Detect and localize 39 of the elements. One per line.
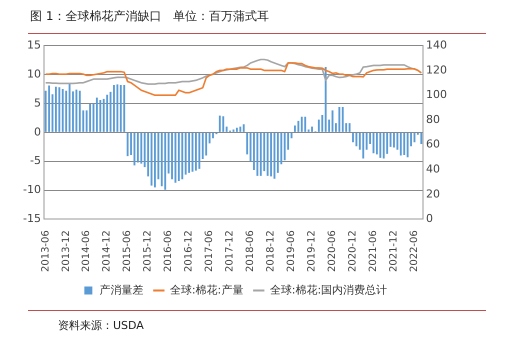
x-tick-label: 2018-12 (266, 230, 277, 272)
y-tick-label: -10 (23, 183, 41, 196)
x-tick-label: 2015-12 (142, 230, 154, 272)
x-tick-label: 2014-12 (102, 230, 113, 272)
y-tick-label: 15 (26, 38, 41, 52)
y-tick-label: 10 (26, 67, 41, 80)
x-tick-label: 2015-06 (122, 230, 134, 272)
x-tick-label: 2017-06 (204, 230, 216, 272)
y-tick-label: 5 (34, 96, 41, 110)
y2-tick-label: 120 (426, 63, 448, 76)
x-tick-label: 2020-06 (327, 230, 338, 272)
y-tick-label: -15 (23, 212, 41, 226)
y2-tick-label: 0 (426, 212, 434, 226)
x-tick-label: 2013-12 (60, 230, 72, 272)
x-tick-label: 2021-06 (368, 230, 380, 272)
x-tick-label: 2014-06 (81, 230, 92, 272)
y2-tick-label: 40 (426, 162, 440, 176)
x-tick-label: 2019-12 (306, 230, 318, 272)
x-tick-label: 2022-06 (409, 230, 420, 272)
x-tick-label: 2021-12 (388, 230, 400, 272)
chart-title: 图 1：全球棉花产消缺口 单位：百万蒲式耳 (30, 8, 269, 25)
x-tick-label: 2017-12 (224, 230, 236, 272)
x-tick-label: 2018-06 (245, 230, 256, 272)
legend-label: 全球:棉花:产量 (170, 283, 244, 296)
x-tick-label: 2019-06 (286, 230, 298, 272)
y-tick-label: 0 (34, 125, 41, 138)
y2-tick-label: 20 (426, 187, 440, 200)
legend-label: 全球:棉花:国内消费总计 (270, 283, 388, 296)
y2-tick-label: 100 (426, 88, 448, 102)
x-tick-label: 2016-12 (184, 230, 195, 272)
x-tick-label: 2013-06 (40, 230, 52, 272)
x-tick-label: 2020-12 (348, 230, 359, 272)
legend-label: 产消量差 (99, 283, 144, 296)
text: 资料来源：USDA (58, 318, 144, 333)
y2-tick-label: 140 (426, 38, 448, 52)
y2-tick-label: 80 (426, 112, 440, 126)
x-tick-label: 2016-06 (163, 230, 174, 272)
y-tick-label: -5 (30, 154, 41, 168)
y2-tick-label: 60 (426, 138, 440, 151)
